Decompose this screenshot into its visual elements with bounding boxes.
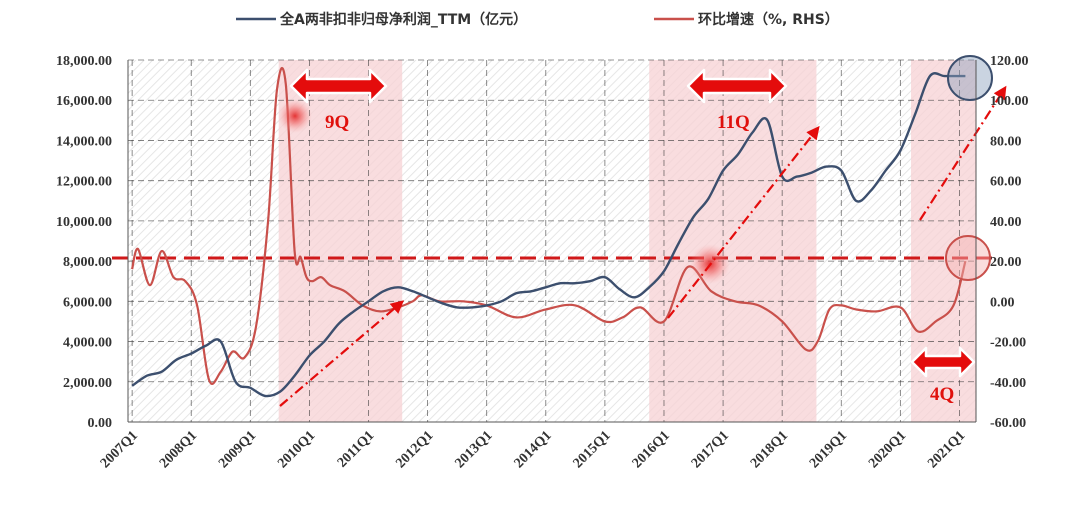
x-tick-label: 2021Q1 — [925, 428, 968, 471]
x-tick-label: 2017Q1 — [689, 428, 732, 471]
series-lines — [131, 67, 967, 398]
double-arrow-4q — [910, 346, 976, 378]
y-left-tick-label: 8,000.00 — [63, 255, 112, 270]
y-right-tick-label: -40.00 — [990, 376, 1026, 391]
x-tick-label: 2008Q1 — [157, 428, 200, 471]
plot-background — [128, 60, 976, 422]
y-right-tick-label: 20.00 — [990, 255, 1022, 270]
x-tick-label: 2019Q1 — [807, 428, 850, 471]
y-right-tick-label: 100.00 — [990, 94, 1029, 109]
x-tick-label: 2014Q1 — [512, 428, 555, 471]
y-left-tick-label: 4,000.00 — [63, 336, 112, 351]
series-line-profit — [131, 72, 966, 398]
y-right-tick-label: 120.00 — [990, 54, 1029, 69]
growth-latest-circle — [945, 235, 991, 281]
x-tick-label: 2013Q1 — [452, 428, 495, 471]
right-y-axis-ticks: -60.00 -40.00 -20.00 0.00 20.00 40.00 60.00 80.… — [990, 54, 1029, 431]
double-arrow-9q — [289, 68, 388, 104]
y-left-tick-label: 2,000.00 — [63, 376, 112, 391]
y-right-tick-label: 60.00 — [990, 175, 1022, 190]
label-4q: 4Q — [930, 384, 954, 405]
trend-arrow-2017 — [667, 125, 820, 319]
double-arrow-11q — [686, 68, 788, 104]
y-right-tick-label: -20.00 — [990, 336, 1026, 351]
trend-arrow-2021 — [919, 85, 1007, 221]
y-right-tick-label: -60.00 — [990, 416, 1026, 431]
legend: 全A两非扣非归母净利润_TTM（亿元） 环比增速（%, RHS） — [236, 11, 839, 28]
x-tick-label: 2011Q1 — [335, 428, 378, 471]
legend-label-profit: 全A两非扣非归母净利润_TTM（亿元） — [279, 11, 527, 28]
x-tick-label: 2012Q1 — [393, 428, 436, 471]
x-tick-label: 2009Q1 — [216, 428, 259, 471]
highlight-bands — [278, 60, 976, 422]
grid — [128, 59, 976, 422]
y-left-tick-label: 12,000.00 — [56, 175, 112, 190]
x-axis-ticks: 2007Q1 2008Q1 2009Q1 2010Q1 2011Q1 2012Q1 2013… — [98, 428, 968, 471]
duration-arrows: 9Q 11Q 4Q — [289, 68, 976, 405]
y-left-tick-label: 18,000.00 — [56, 54, 112, 69]
legend-label-growth: 环比增速（%, RHS） — [698, 11, 839, 28]
x-tick-label: 2016Q1 — [630, 428, 673, 471]
shade-band-2 — [649, 60, 817, 422]
series-line-growth — [131, 67, 967, 385]
y-right-tick-label: 0.00 — [990, 295, 1015, 310]
y-right-tick-label: 40.00 — [990, 215, 1022, 230]
y-right-tick-label: 80.00 — [990, 134, 1022, 149]
y-left-tick-label: 0.00 — [88, 416, 113, 431]
peak-glow-marker — [278, 99, 312, 133]
left-y-axis-ticks: 0.00 2,000.00 4,000.00 6,000.00 8,000.00 10,0… — [56, 54, 112, 431]
profit-latest-circle — [947, 55, 993, 101]
label-9q: 9Q — [325, 112, 349, 133]
label-11q: 11Q — [717, 112, 750, 133]
y-left-tick-label: 14,000.00 — [56, 134, 112, 149]
x-tick-label: 2020Q1 — [866, 428, 909, 471]
x-tick-label: 2018Q1 — [748, 428, 791, 471]
y-left-tick-label: 16,000.00 — [56, 94, 112, 109]
x-tick-label: 2010Q1 — [275, 428, 318, 471]
x-tick-label: 2007Q1 — [98, 428, 141, 471]
y-left-tick-label: 10,000.00 — [56, 215, 112, 230]
trend-arrow-2010 — [279, 300, 405, 407]
x-tick-label: 2015Q1 — [571, 428, 614, 471]
trend-arrows — [279, 85, 1007, 407]
y-left-tick-label: 6,000.00 — [63, 295, 112, 310]
